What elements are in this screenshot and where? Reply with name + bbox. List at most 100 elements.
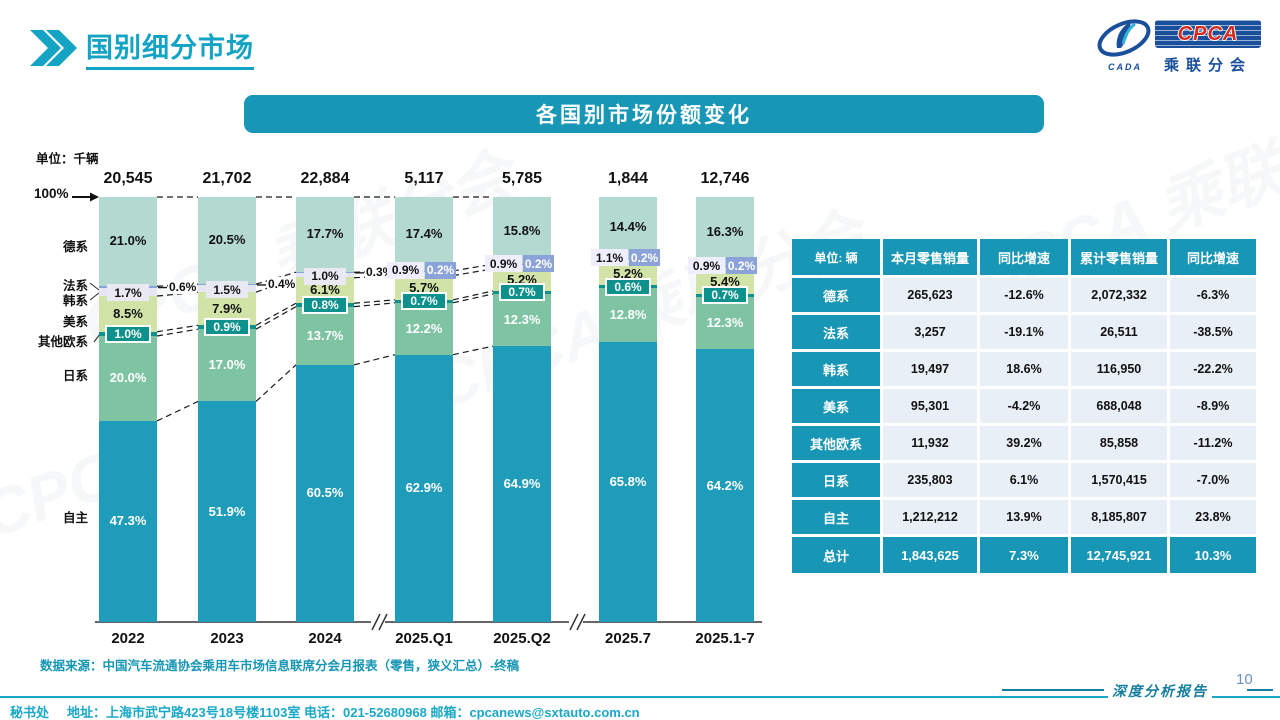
label-other-european: 0.6% <box>605 277 651 296</box>
segment-german <box>395 197 453 271</box>
table-cell-total-2: 12,745,921 <box>1071 537 1167 573</box>
label-german: 21.0% <box>109 233 147 249</box>
table-cell-domestic-1: 13.9% <box>980 500 1068 534</box>
table-column-header-2: 累计零售销量 <box>1071 239 1167 275</box>
table-row-label-french: 法系 <box>792 315 880 349</box>
bar-total-2024: 22,884 <box>300 170 350 187</box>
chart-line <box>255 364 297 402</box>
label-american: 8.5% <box>113 305 143 321</box>
chart-line <box>378 613 388 631</box>
footer-contact: 秘书处 地址：上海市武宁路423号18号楼1103室 电话：021-5268096… <box>10 702 640 720</box>
report-label: 深度分析报告 <box>1108 681 1212 701</box>
label-korean: 1.0% <box>304 267 346 285</box>
x-axis-label-2023: 2023 <box>210 630 244 647</box>
table-column-header-0: 本月零售销量 <box>883 239 977 275</box>
segment-japanese <box>198 329 256 402</box>
chart-line <box>156 324 199 333</box>
table-cell-french-1: -19.1% <box>980 315 1068 349</box>
label-domestic: 64.9% <box>503 476 541 492</box>
label-other-european: 0.7% <box>499 283 545 302</box>
segment-french <box>696 266 754 268</box>
chart-line <box>89 292 100 301</box>
segment-german <box>696 197 754 267</box>
logo-subtitle: 乘联分会 <box>1163 57 1252 74</box>
x-axis-label-2025.7: 2025.7 <box>605 630 651 647</box>
table-cell-american-1: -4.2% <box>980 389 1068 423</box>
segment-german <box>493 197 551 265</box>
chart-title: 各国别市场份额变化 <box>536 104 752 127</box>
chart-line <box>353 299 396 304</box>
report-label-line <box>1002 689 1104 691</box>
axis-category-american: 美系 <box>62 315 88 329</box>
label-korean: 0.9% <box>688 257 725 275</box>
label-domestic: 47.3% <box>109 513 147 529</box>
table-cell-german-2: 2,072,332 <box>1071 278 1167 312</box>
page-title: 国别细分市场 <box>86 26 254 70</box>
cpca-logo: CADA CPCA 乘联分会 <box>1095 14 1267 80</box>
footer-contact-text: 地址：上海市武宁路423号18号楼1103室 电话：021-52680968 邮… <box>67 705 640 720</box>
segment-korean <box>599 258 657 264</box>
label-american: 5.2% <box>507 271 537 287</box>
segment-french <box>395 270 453 272</box>
table-cell-domestic-0: 1,212,212 <box>883 500 977 534</box>
table-cell-korean-3: -22.2% <box>1170 352 1256 386</box>
label-japanese: 12.2% <box>405 320 443 336</box>
label-domestic: 64.2% <box>706 477 744 493</box>
arrow-head <box>90 192 99 202</box>
label-domestic: 65.8% <box>609 474 647 490</box>
segment-french <box>493 264 551 265</box>
chart-line <box>576 613 586 631</box>
data-source: 数据来源：中国汽车流通协会乘用车市场信息联席分会月报表（零售，狭义汇总）-终稿 <box>40 659 520 673</box>
chart-line <box>353 354 396 366</box>
table-row-label-total: 总计 <box>792 537 880 573</box>
report-label-line <box>1247 689 1273 691</box>
table-row-label-german: 德系 <box>792 278 880 312</box>
table-row-label-domestic: 自主 <box>792 500 880 534</box>
segment-japanese <box>99 335 157 421</box>
label-american: 5.7% <box>409 279 439 295</box>
x-axis-label-2022: 2022 <box>111 630 145 647</box>
footer-divider <box>0 696 1280 698</box>
table-cell-french-0: 3,257 <box>883 315 977 349</box>
segment-domestic <box>696 349 754 622</box>
label-japanese: 12.3% <box>706 315 744 330</box>
slide-header: 国别细分市场 <box>30 26 254 70</box>
bar-total-2025.1-7: 12,746 <box>700 170 750 187</box>
table-row-label-american: 美系 <box>792 389 880 423</box>
segment-domestic <box>99 420 157 622</box>
table-cell-japanese-1: 6.1% <box>980 463 1068 497</box>
table-cell-domestic-3: 23.8% <box>1170 500 1256 534</box>
table-cell-korean-2: 116,950 <box>1071 352 1167 386</box>
label-french: 0.2% <box>629 249 660 267</box>
table-cell-american-3: -8.9% <box>1170 389 1256 423</box>
segment-japanese <box>599 287 657 343</box>
label-american: 5.4% <box>710 274 740 290</box>
label-other-european: 0.7% <box>401 292 447 311</box>
segment-japanese <box>296 306 354 365</box>
label-french: 0.2% <box>726 257 757 275</box>
chart-line <box>452 290 494 301</box>
y-axis-top-label: 100% <box>34 186 69 201</box>
table-row-label-other-european: 其他欧系 <box>792 426 880 460</box>
label-domestic: 62.9% <box>405 480 443 496</box>
table-row-label-korean: 韩系 <box>792 352 880 386</box>
table-cell-french-2: 26,511 <box>1071 315 1167 349</box>
label-german: 17.4% <box>405 225 443 241</box>
table-column-header-1: 同比增速 <box>980 239 1068 275</box>
x-axis-label-2025.Q1: 2025.Q1 <box>395 630 453 647</box>
label-korean: 0.9% <box>387 261 424 279</box>
table-cell-japanese-2: 1,570,415 <box>1071 463 1167 497</box>
table-cell-french-3: -38.5% <box>1170 315 1256 349</box>
label-domestic: 60.5% <box>306 485 344 501</box>
segment-korean <box>395 271 453 276</box>
segment-japanese <box>395 302 453 355</box>
table-cell-total-1: 7.3% <box>980 537 1068 573</box>
label-domestic: 51.9% <box>208 503 246 519</box>
table-unit-header: 单位: 辆 <box>792 239 880 275</box>
chart-line <box>156 400 199 422</box>
footer-secretariat: 秘书处 <box>10 705 50 720</box>
segment-japanese <box>493 293 551 347</box>
table-cell-other-european-2: 85,858 <box>1071 426 1167 460</box>
label-japanese: 13.7% <box>306 327 344 343</box>
segment-german <box>198 196 256 284</box>
